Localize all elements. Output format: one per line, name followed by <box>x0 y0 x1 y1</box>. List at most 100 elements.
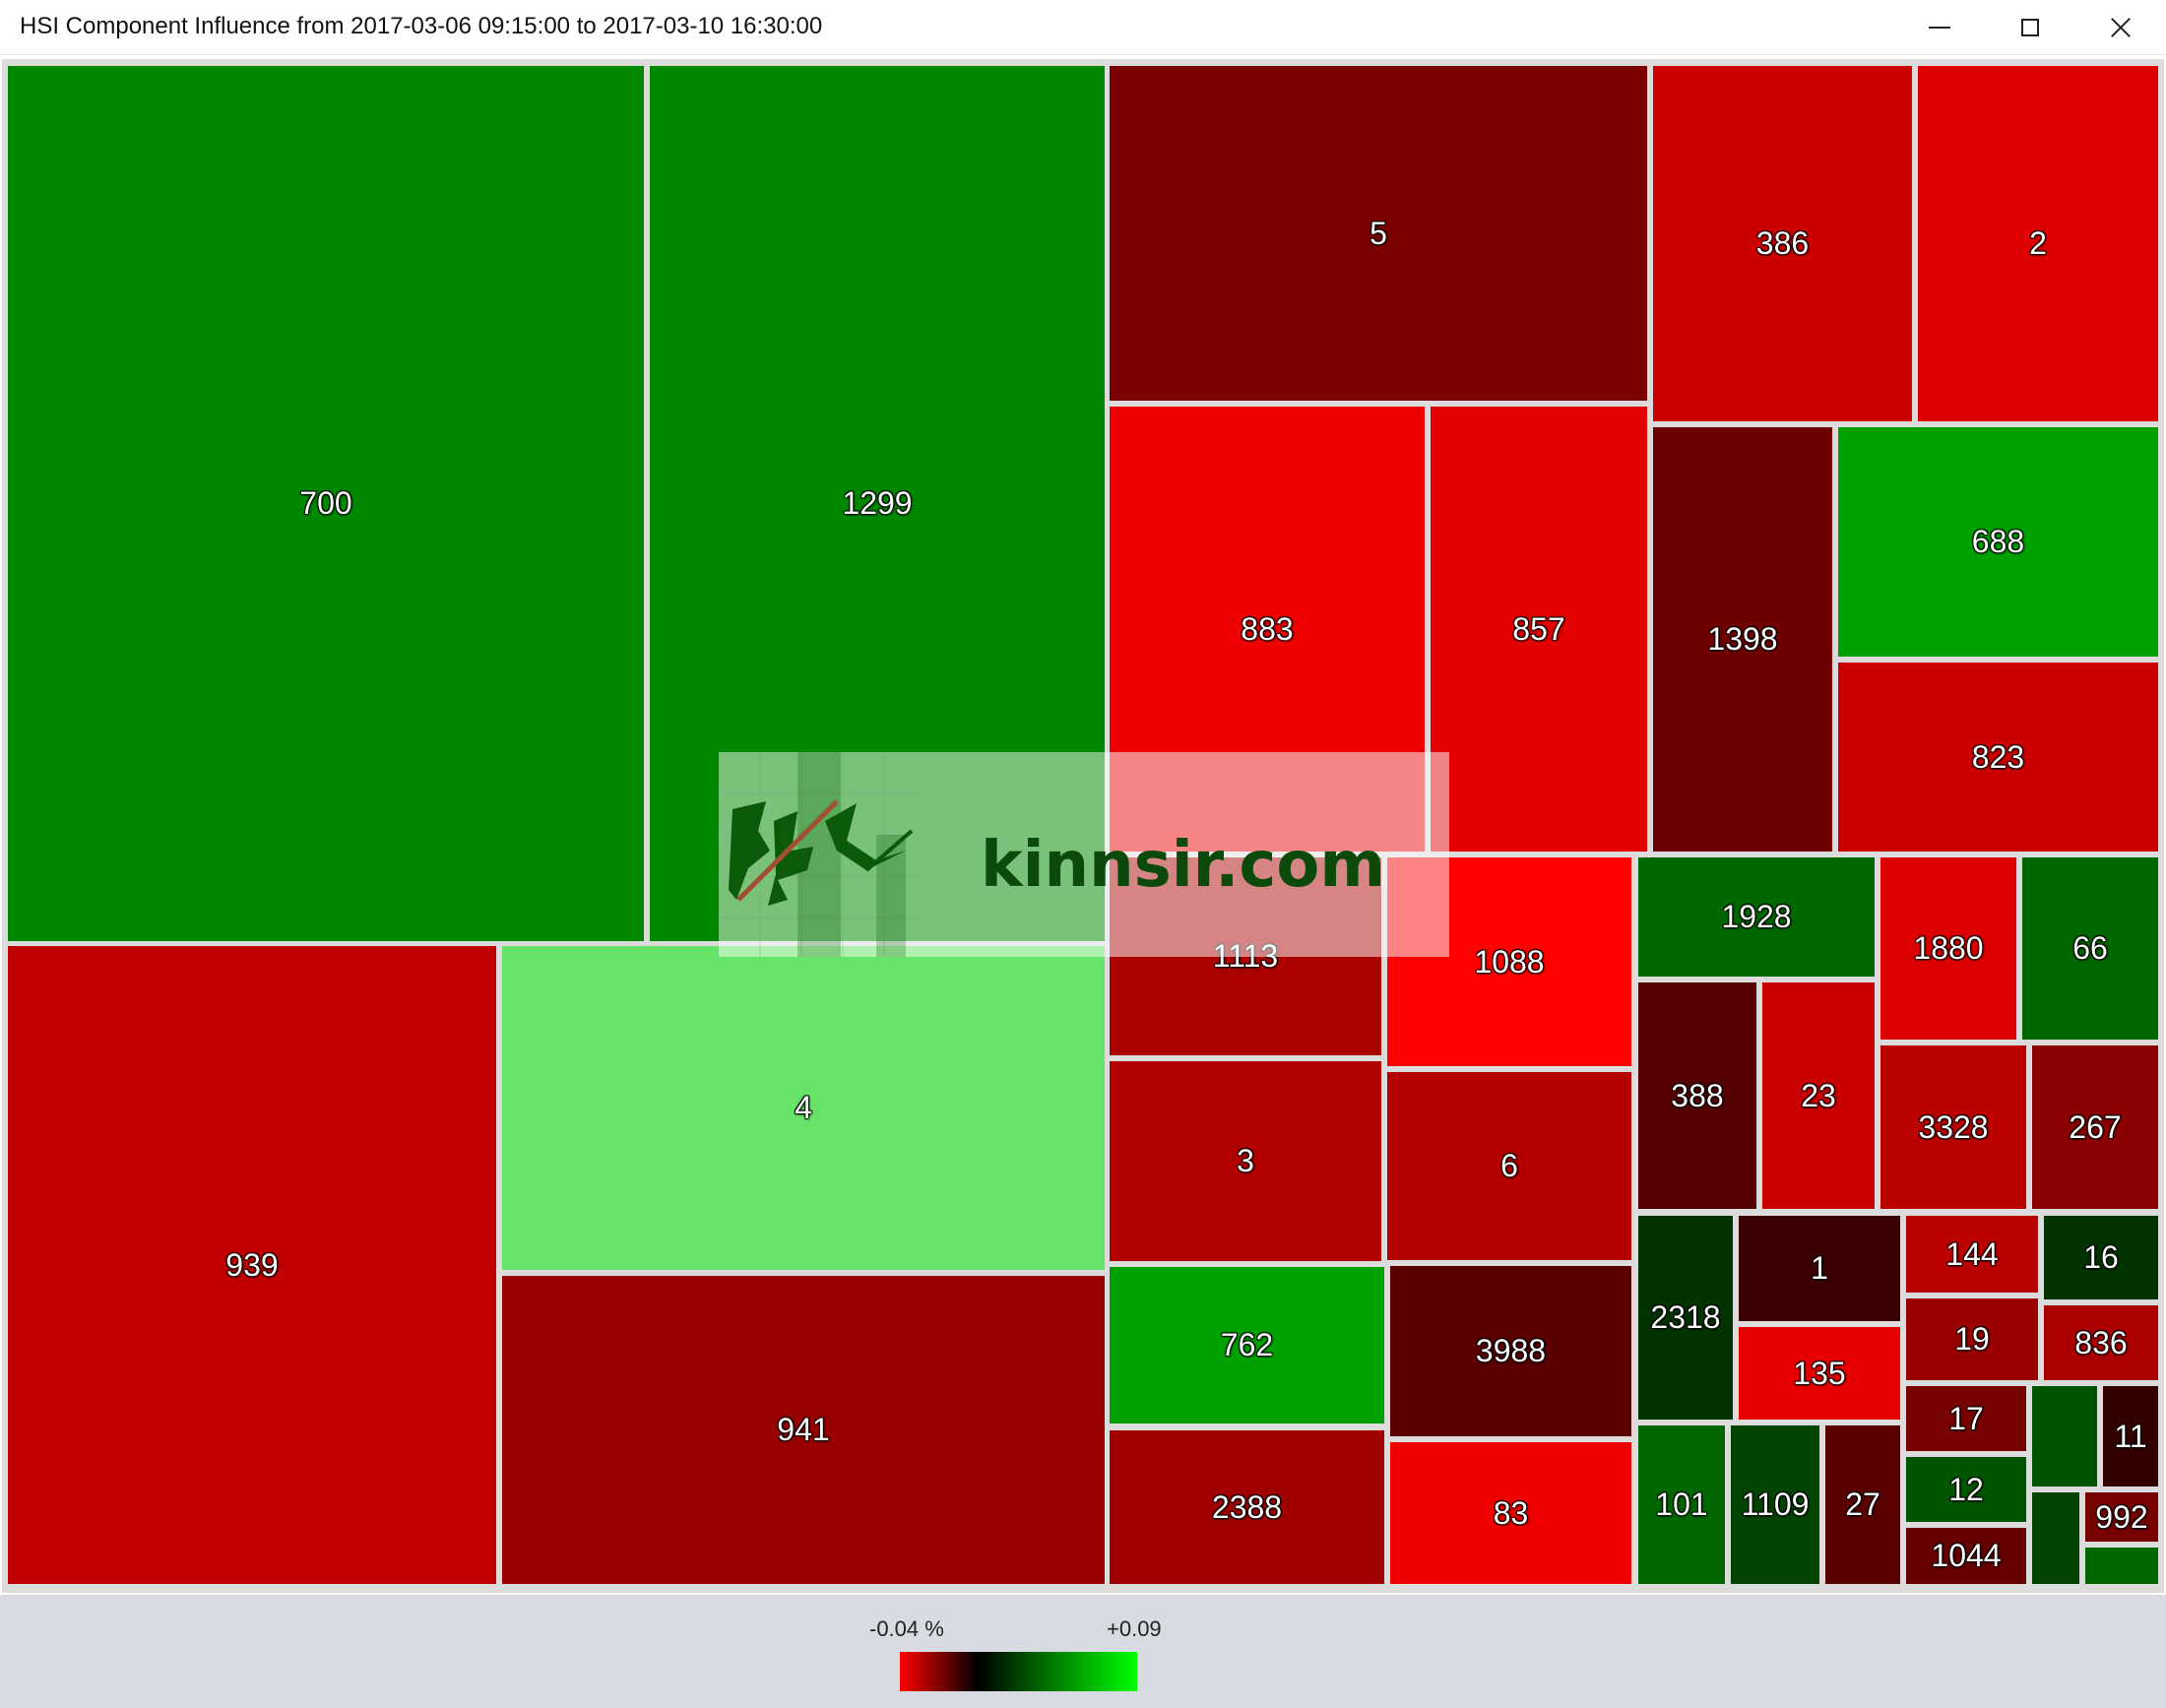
treemap-cell[interactable]: 1398 <box>1653 427 1832 852</box>
treemap-cell-label: 1928 <box>1721 899 1792 934</box>
treemap-cell-label: 1 <box>1811 1250 1828 1286</box>
treemap-cell-label: 1044 <box>1931 1538 2002 1573</box>
treemap-cell[interactable]: 83 <box>1390 1442 1631 1584</box>
treemap-cell-label: 2318 <box>1650 1299 1721 1335</box>
treemap-cell-label: 941 <box>777 1412 830 1447</box>
legend-gradient-bar <box>900 1652 1137 1691</box>
treemap-cell-label: 700 <box>299 485 352 521</box>
treemap-cell[interactable]: 3 <box>1110 1061 1381 1261</box>
treemap-cell-label: 267 <box>2069 1108 2122 1145</box>
treemap-cell[interactable]: 386 <box>1653 66 1912 421</box>
treemap-cell[interactable]: 6 <box>1387 1072 1631 1260</box>
treemap-cell-label: 857 <box>1512 610 1565 647</box>
treemap-cell-label: 101 <box>1655 1487 1708 1522</box>
treemap-cell-label: 23 <box>1801 1077 1836 1113</box>
treemap-cell-label: 1088 <box>1474 943 1545 980</box>
treemap-cell[interactable]: 5 <box>1110 66 1647 401</box>
treemap-cell[interactable]: 1088 <box>1387 857 1631 1066</box>
treemap-cell-label: 762 <box>1220 1327 1274 1362</box>
treemap-cell[interactable] <box>2085 1548 2158 1584</box>
treemap-cell[interactable]: 135 <box>1739 1327 1900 1420</box>
treemap-cell[interactable]: 23 <box>1762 982 1875 1209</box>
legend-max-label: +0.09 <box>1107 1616 1162 1641</box>
treemap-cell[interactable]: 4 <box>502 946 1105 1270</box>
treemap-cell[interactable]: 1113 <box>1110 857 1381 1055</box>
treemap-cell[interactable]: 1299 <box>650 66 1105 941</box>
treemap-cell-label: 1109 <box>1741 1487 1810 1522</box>
treemap-cell-label: 27 <box>1845 1487 1880 1522</box>
treemap-cell-label: 17 <box>1948 1400 1984 1436</box>
treemap-cell[interactable]: 144 <box>1906 1216 2038 1293</box>
treemap-cell-label: 135 <box>1793 1355 1846 1391</box>
treemap-cell[interactable]: 3988 <box>1390 1266 1631 1436</box>
treemap-cell-label: 3988 <box>1475 1333 1547 1368</box>
treemap-cell[interactable]: 66 <box>2022 857 2158 1040</box>
treemap-cell[interactable]: 16 <box>2044 1216 2158 1299</box>
treemap-cell[interactable]: 101 <box>1638 1425 1725 1584</box>
treemap-cell[interactable]: 836 <box>2044 1305 2158 1380</box>
treemap-cell[interactable]: 762 <box>1110 1267 1384 1423</box>
treemap-cell-label: 11 <box>2114 1418 2147 1454</box>
treemap-cell-label: 688 <box>1971 524 2025 559</box>
treemap-cell-label: 5 <box>1370 215 1387 251</box>
treemap-cell[interactable]: 19 <box>1906 1298 2038 1380</box>
treemap-cell-label: 4 <box>795 1090 812 1125</box>
treemap-cell-label: 939 <box>225 1246 279 1283</box>
treemap-cell-label: 66 <box>2072 930 2108 966</box>
treemap-cell[interactable]: 688 <box>1838 427 2158 657</box>
close-button[interactable] <box>2075 0 2166 55</box>
treemap-cell[interactable]: 1928 <box>1638 857 1875 977</box>
legend-min-label: -0.04 % <box>869 1616 944 1641</box>
treemap-cell-label: 1398 <box>1707 621 1778 657</box>
treemap-cell[interactable]: 267 <box>2032 1045 2158 1209</box>
treemap: 700 1299 939 4 941 5 386 2 883 857 1398 688 823 1113 1… <box>2 59 2164 1593</box>
treemap-cell[interactable]: 857 <box>1431 407 1647 852</box>
treemap-cell-label: 2 <box>2029 225 2047 261</box>
treemap-cell[interactable]: 2318 <box>1638 1216 1733 1420</box>
treemap-cell[interactable]: 27 <box>1825 1425 1900 1584</box>
treemap-cell[interactable]: 11 <box>2103 1386 2158 1487</box>
treemap-cell[interactable]: 1 <box>1739 1216 1900 1321</box>
treemap-cell[interactable]: 3328 <box>1880 1045 2026 1209</box>
treemap-cell-label: 388 <box>1671 1077 1724 1113</box>
treemap-cell[interactable]: 12 <box>1906 1457 2026 1522</box>
treemap-cell-label: 823 <box>1971 738 2025 775</box>
treemap-cell[interactable]: 17 <box>1906 1386 2026 1451</box>
minimize-button[interactable] <box>1894 0 1985 55</box>
maximize-button[interactable] <box>1985 0 2075 55</box>
treemap-cell-label: 3328 <box>1918 1108 1989 1145</box>
treemap-cell[interactable]: 941 <box>502 1276 1105 1584</box>
treemap-cell[interactable] <box>2032 1386 2097 1487</box>
treemap-cell[interactable]: 388 <box>1638 982 1756 1209</box>
treemap-cell-label: 2388 <box>1211 1488 1283 1525</box>
close-icon <box>2110 17 2132 38</box>
treemap-cell[interactable]: 700 <box>8 66 644 941</box>
window-title: HSI Component Influence from 2017-03-06 … <box>20 13 823 39</box>
treemap-cell-label: 386 <box>1755 225 1810 261</box>
treemap-cell-label: 6 <box>1500 1148 1518 1183</box>
treemap-cell-label: 1113 <box>1212 938 1279 974</box>
treemap-cell-label: 1880 <box>1913 930 1984 966</box>
treemap-cell[interactable]: 2388 <box>1110 1430 1384 1584</box>
treemap-cell[interactable]: 992 <box>2085 1492 2158 1542</box>
treemap-cell[interactable]: 939 <box>8 946 496 1584</box>
minimize-icon <box>1929 27 1950 29</box>
treemap-cell[interactable]: 823 <box>1838 663 2158 852</box>
treemap-cell-label: 83 <box>1493 1494 1529 1531</box>
treemap-cell[interactable] <box>2032 1492 2079 1584</box>
treemap-cell-label: 12 <box>1948 1471 1984 1507</box>
treemap-cell[interactable]: 1044 <box>1906 1528 2026 1584</box>
treemap-cell[interactable]: 2 <box>1918 66 2158 421</box>
treemap-cell-label: 883 <box>1241 610 1294 647</box>
color-legend: -0.04 % +0.09 <box>0 1595 2166 1708</box>
treemap-cell-label: 836 <box>2074 1324 2128 1360</box>
treemap-cell-label: 3 <box>1237 1143 1254 1178</box>
treemap-cell[interactable]: 883 <box>1110 407 1425 852</box>
treemap-cell[interactable]: 1880 <box>1880 857 2016 1040</box>
treemap-cell-label: 1299 <box>842 485 913 521</box>
treemap-cell-label: 992 <box>2095 1498 2148 1535</box>
title-bar: HSI Component Influence from 2017-03-06 … <box>0 0 2166 55</box>
treemap-cell-label: 19 <box>1954 1321 1990 1357</box>
treemap-cell[interactable]: 1109 <box>1731 1425 1819 1584</box>
treemap-cell-label: 144 <box>1945 1235 1999 1272</box>
